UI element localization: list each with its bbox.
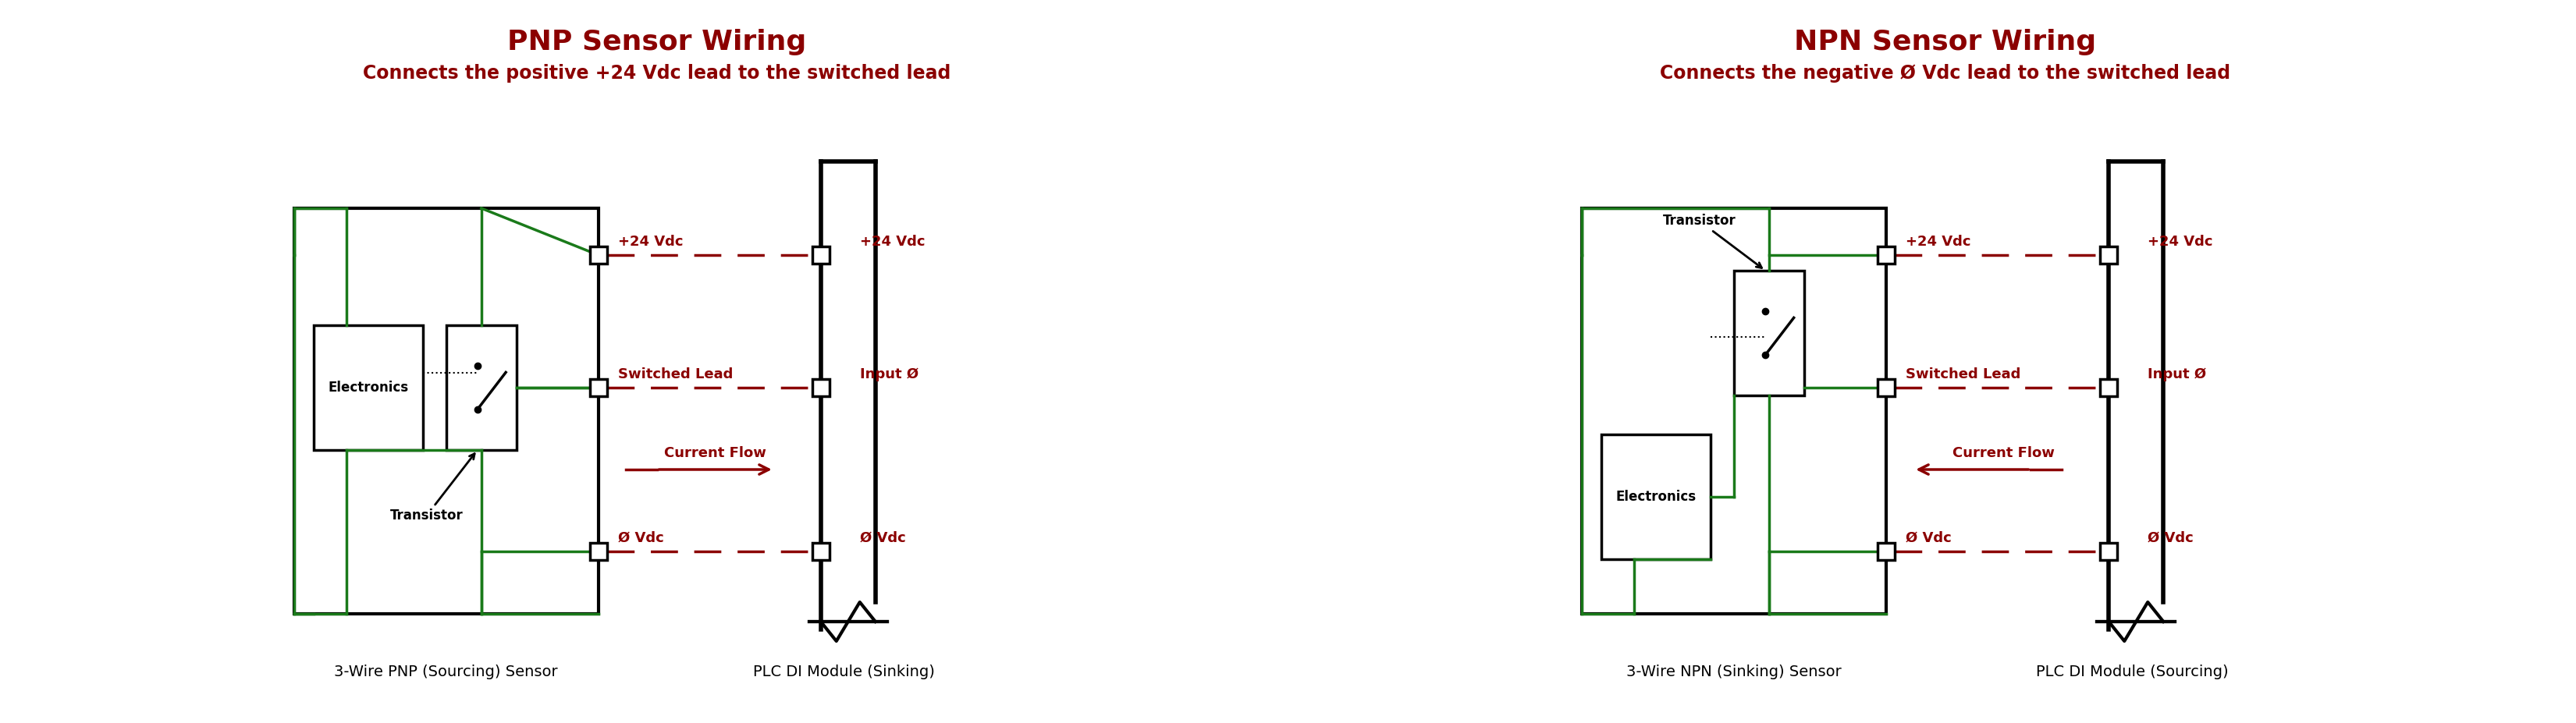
Bar — [2099, 379, 2117, 396]
Text: Transistor: Transistor — [1662, 214, 1762, 268]
Text: Electronics: Electronics — [327, 380, 410, 395]
Bar — [314, 325, 422, 450]
Text: PLC DI Module (Sinking): PLC DI Module (Sinking) — [752, 664, 935, 680]
Bar — [811, 247, 829, 264]
Bar — [2099, 543, 2117, 560]
Bar — [1878, 247, 1896, 264]
Text: Current Flow: Current Flow — [1953, 446, 2056, 460]
Text: Connects the positive +24 Vdc lead to the switched lead: Connects the positive +24 Vdc lead to th… — [363, 64, 951, 82]
Text: Switched Lead: Switched Lead — [618, 367, 732, 382]
Bar — [1734, 270, 1803, 395]
Bar — [590, 543, 608, 560]
Text: +24 Vdc: +24 Vdc — [860, 235, 925, 249]
Text: Ø Vdc: Ø Vdc — [860, 531, 907, 545]
Text: Ø Vdc: Ø Vdc — [1906, 531, 1953, 545]
Text: 3-Wire NPN (Sinking) Sensor: 3-Wire NPN (Sinking) Sensor — [1625, 664, 1842, 680]
Bar — [1878, 543, 1896, 560]
Text: Connects the negative Ø Vdc lead to the switched lead: Connects the negative Ø Vdc lead to the … — [1659, 64, 2231, 82]
Text: Ø Vdc: Ø Vdc — [2148, 531, 2195, 545]
Bar — [2099, 247, 2117, 264]
Bar — [446, 325, 515, 450]
Bar — [590, 379, 608, 396]
Bar — [294, 208, 598, 614]
Text: +24 Vdc: +24 Vdc — [1906, 235, 1971, 249]
Text: Input Ø: Input Ø — [2148, 367, 2208, 382]
Text: Switched Lead: Switched Lead — [1906, 367, 2020, 382]
Bar — [1602, 435, 1710, 559]
Bar — [590, 247, 608, 264]
Text: Ø Vdc: Ø Vdc — [618, 531, 665, 545]
Bar — [811, 379, 829, 396]
Text: +24 Vdc: +24 Vdc — [618, 235, 683, 249]
Text: PNP Sensor Wiring: PNP Sensor Wiring — [507, 29, 806, 56]
Text: PLC DI Module (Sourcing): PLC DI Module (Sourcing) — [2035, 664, 2228, 680]
Bar — [1582, 208, 1886, 614]
Text: Current Flow: Current Flow — [665, 446, 768, 460]
Text: +24 Vdc: +24 Vdc — [2148, 235, 2213, 249]
Text: 3-Wire PNP (Sourcing) Sensor: 3-Wire PNP (Sourcing) Sensor — [335, 664, 559, 680]
Text: Electronics: Electronics — [1615, 489, 1698, 504]
Text: Transistor: Transistor — [389, 453, 474, 523]
Text: Input Ø: Input Ø — [860, 367, 920, 382]
Bar — [811, 543, 829, 560]
Bar — [1878, 379, 1896, 396]
Text: NPN Sensor Wiring: NPN Sensor Wiring — [1793, 29, 2097, 56]
